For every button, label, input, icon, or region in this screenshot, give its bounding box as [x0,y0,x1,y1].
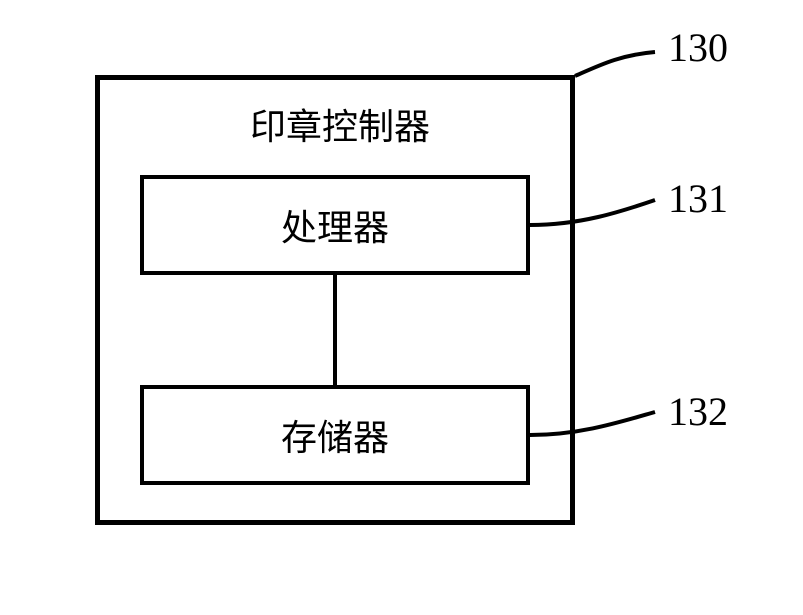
leader-130 [575,52,655,76]
node-processor-box: 处理器 [140,175,530,275]
callout-label-130: 130 [668,24,728,71]
callout-label-132: 132 [668,388,728,435]
node-outer-title: 印章控制器 [250,98,430,150]
node-processor-label: 处理器 [281,199,389,251]
callout-label-131: 131 [668,175,728,222]
node-memory-box: 存储器 [140,385,530,485]
edge-processor-memory [333,275,337,385]
diagram-canvas: 印章控制器 处理器 存储器 130 131 132 [0,0,803,615]
node-memory-label: 存储器 [281,409,389,461]
